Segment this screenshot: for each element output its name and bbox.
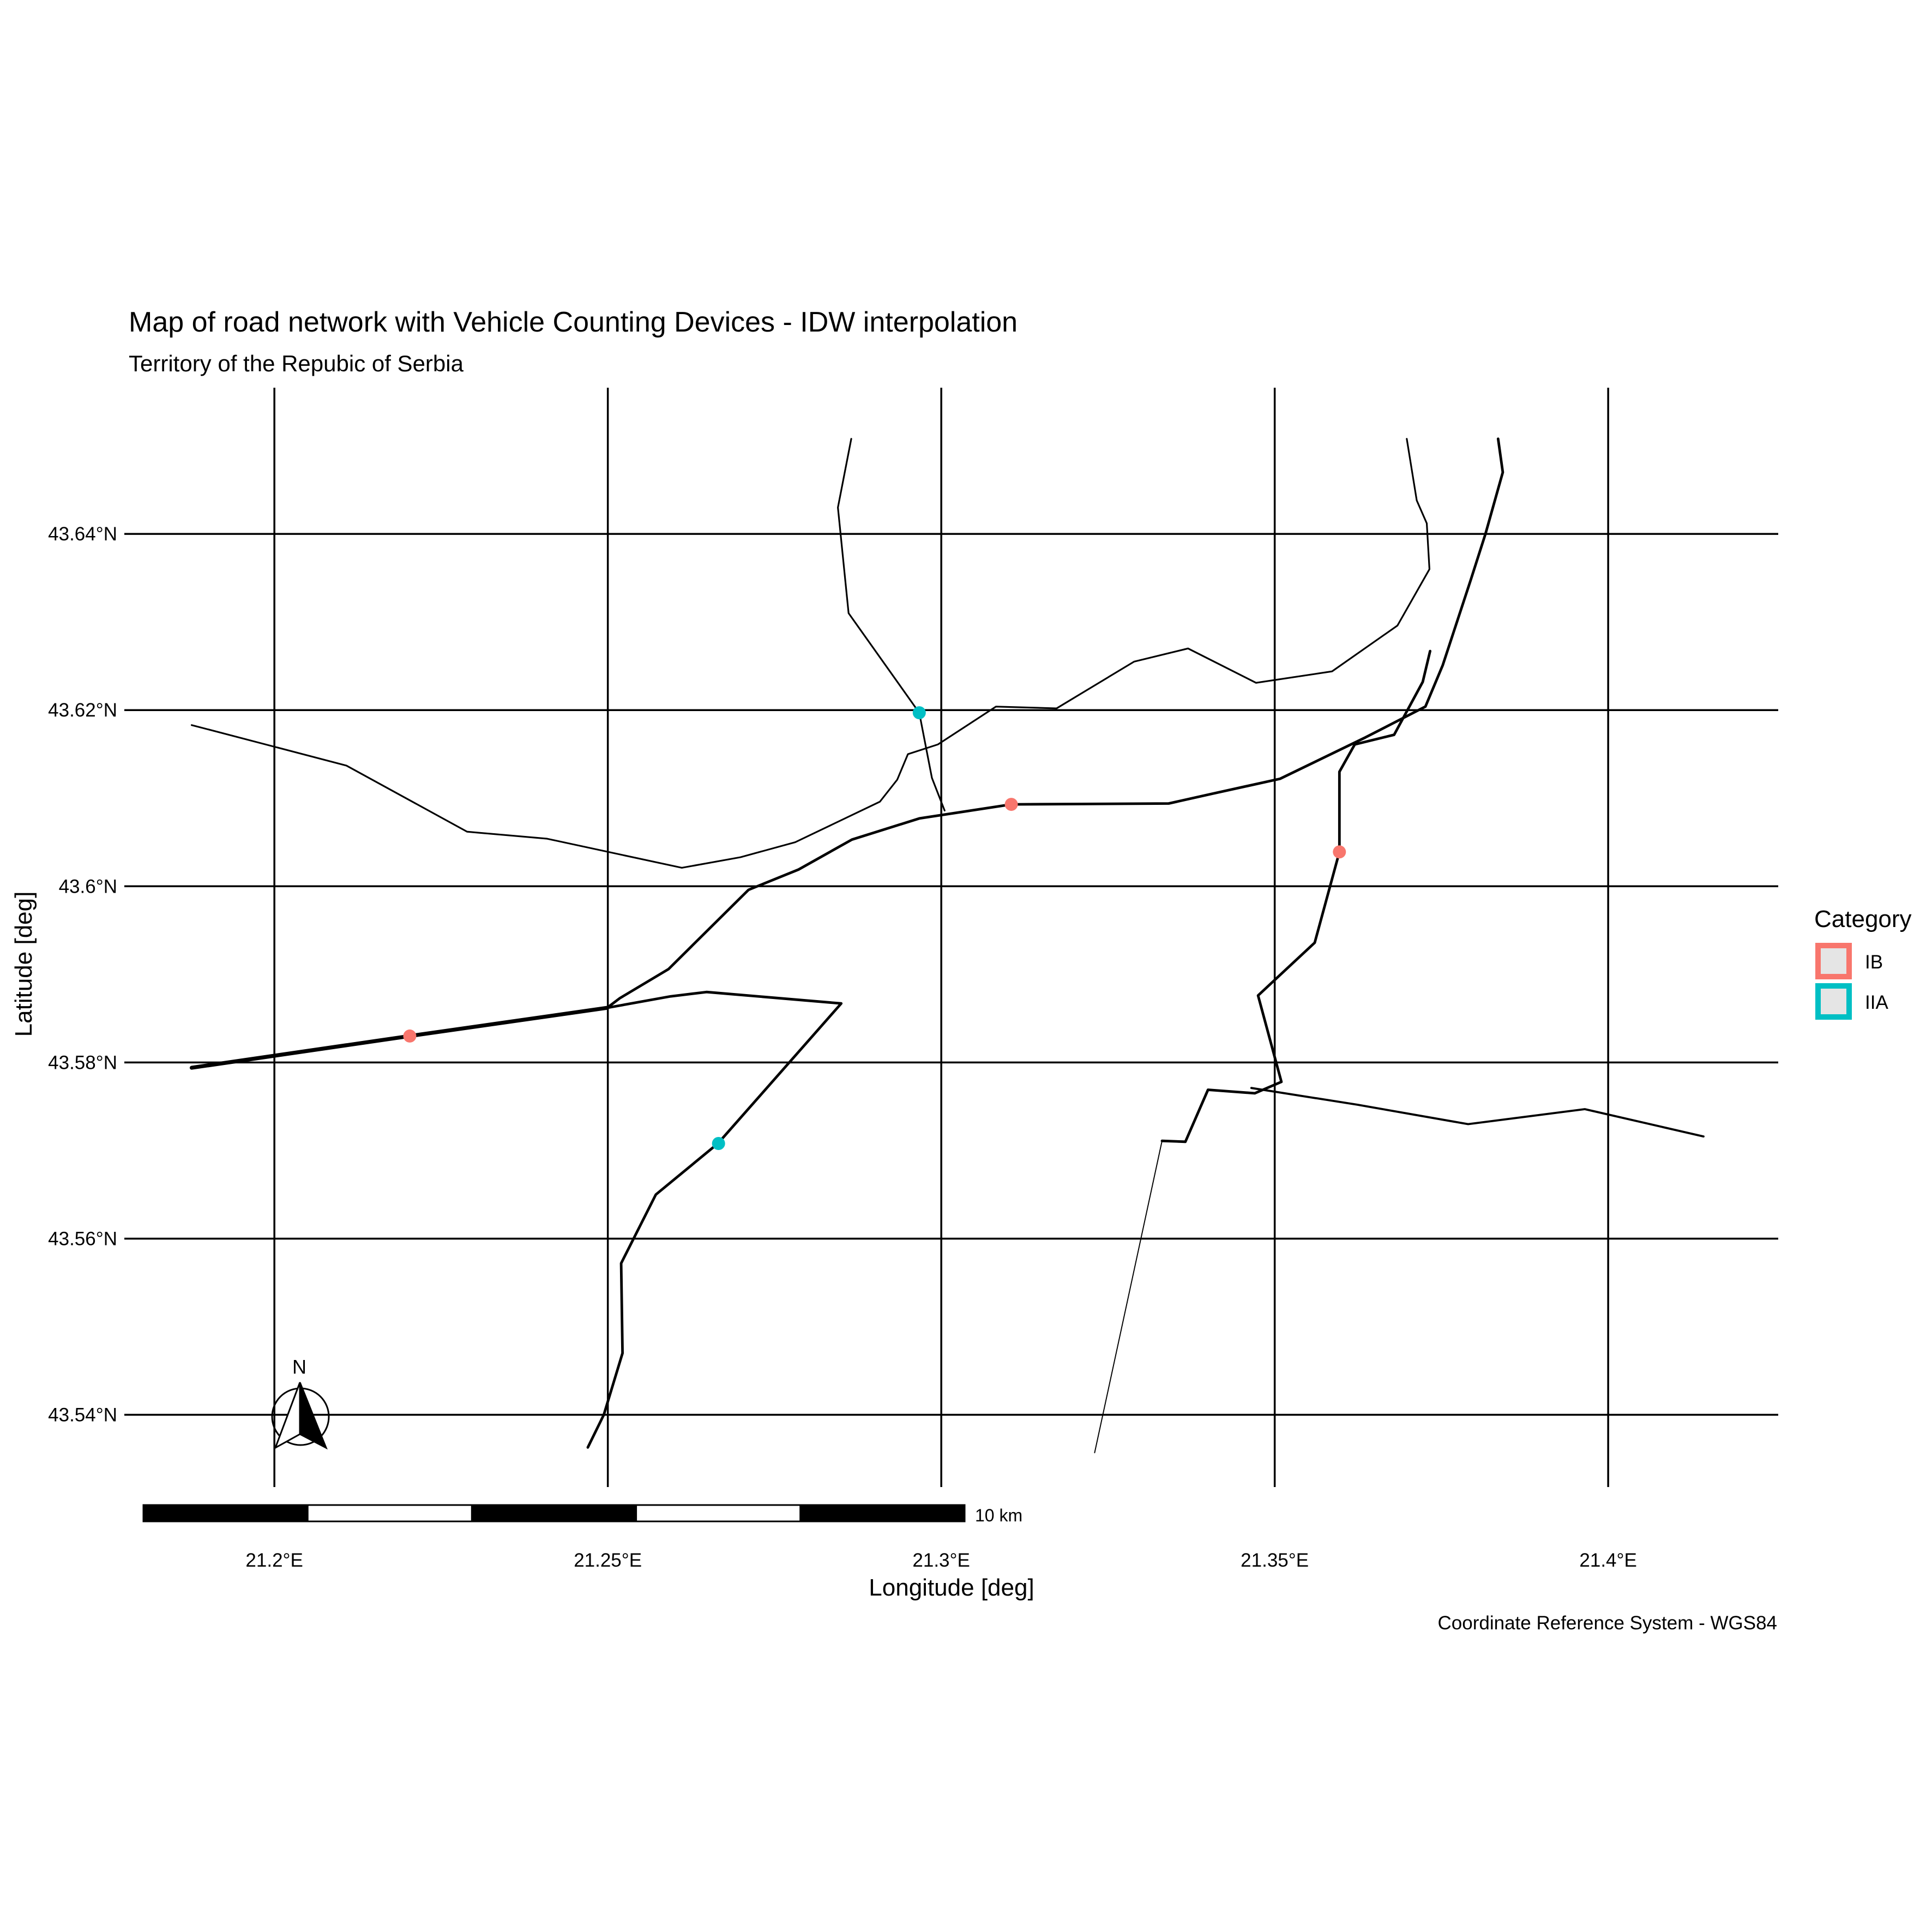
counting-device-point-ib (1333, 845, 1346, 859)
road-network (189, 437, 1705, 1453)
graticule (124, 388, 1778, 1487)
y-tick-label: 43.6°N (59, 876, 117, 897)
x-tick-label: 21.3°E (912, 1550, 970, 1571)
scale-bar-segment (306, 1504, 473, 1522)
legend: Category IB IIA (1814, 906, 1912, 1020)
counting-device-point-iia (912, 706, 926, 720)
caption: Coordinate Reference System - WGS84 (1438, 1612, 1777, 1634)
x-tick-label: 21.2°E (245, 1550, 303, 1571)
north-arrow: N (271, 1356, 330, 1450)
road-line (1094, 1140, 1163, 1453)
counting-device-point-ib (403, 1029, 417, 1043)
scale-bar-segment (471, 1504, 637, 1522)
x-axis-label: Longitude [deg] (869, 1574, 1034, 1601)
x-tick-label: 21.25°E (574, 1550, 642, 1571)
road-line (586, 990, 843, 1449)
scale-bar-segment (635, 1504, 802, 1522)
legend-label-iia: IIA (1865, 992, 1888, 1013)
y-tick-label: 43.62°N (48, 700, 117, 721)
counting-device-point-iia (712, 1137, 725, 1150)
legend-key-iia (1815, 983, 1852, 1020)
road-line (1160, 649, 1432, 1143)
y-tick-label: 43.56°N (48, 1228, 117, 1249)
scale-bar-label: 10 km (975, 1506, 1022, 1525)
road-line (1250, 1087, 1705, 1138)
x-tick-label: 21.4°E (1579, 1550, 1636, 1571)
counting-devices (403, 706, 1346, 1150)
scale-bar (142, 1504, 966, 1522)
legend-label-ib: IB (1865, 952, 1883, 973)
scale-bar-segment (142, 1504, 309, 1522)
y-tick-label: 43.54°N (48, 1405, 117, 1426)
chart-subtitle: Territory of the Repubic of Serbia (129, 351, 464, 376)
x-tick-label: 21.35°E (1241, 1550, 1309, 1571)
road-line (189, 1006, 610, 1070)
road-line (837, 438, 946, 811)
legend-key-ib (1815, 943, 1852, 979)
y-axis-label: Latitude [deg] (10, 892, 37, 1037)
road-line (190, 438, 1430, 869)
counting-device-point-ib (1004, 798, 1018, 811)
road-line (606, 437, 1504, 1009)
legend-title: Category (1814, 906, 1912, 932)
north-arrow-right-half-icon (299, 1382, 328, 1450)
y-tick-label: 43.58°N (48, 1052, 117, 1073)
y-axis-ticks: 43.54°N 43.56°N 43.58°N 43.6°N 43.62°N 43.64°… (48, 523, 117, 1425)
scale-bar-segment (799, 1504, 966, 1522)
north-arrow-label: N (292, 1356, 306, 1378)
chart-title: Map of road network with Vehicle Countin… (129, 306, 1018, 338)
y-tick-label: 43.64°N (48, 523, 117, 545)
x-axis-ticks: 21.2°E 21.25°E 21.3°E 21.35°E 21.4°E (245, 1550, 1636, 1571)
